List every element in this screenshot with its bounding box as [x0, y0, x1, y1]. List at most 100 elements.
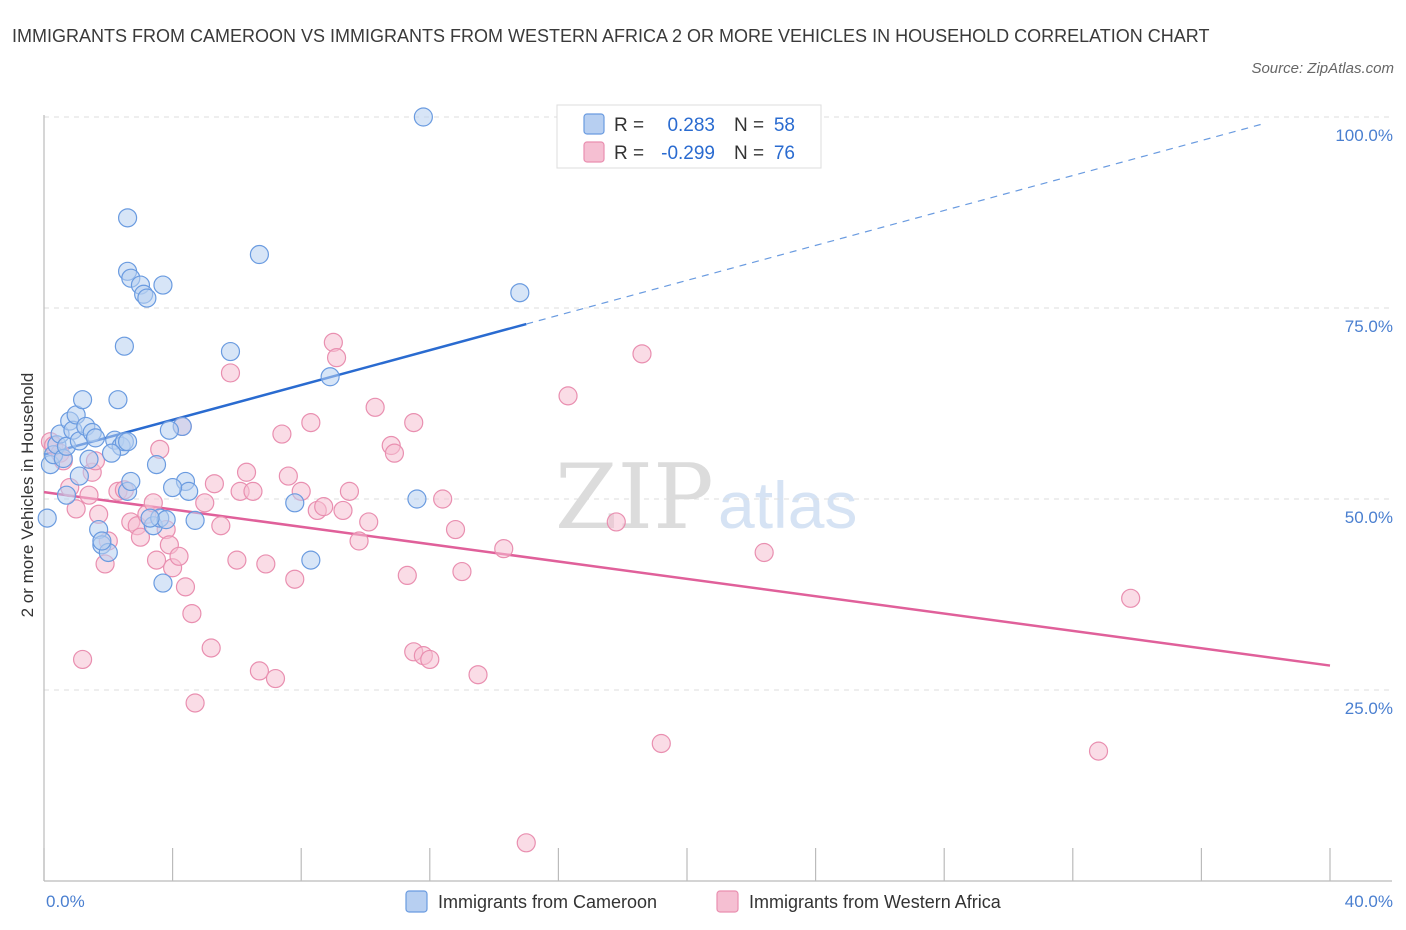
point-western-africa — [397, 565, 417, 586]
point-cameroon — [163, 477, 183, 498]
stats-r-label-2: R = — [614, 143, 644, 164]
stats-n-value-1: 58 — [774, 115, 795, 136]
point-cameroon — [413, 107, 433, 127]
point-cameroon — [101, 443, 122, 463]
point-western-africa — [301, 413, 321, 433]
stats-r-value-1: 0.283 — [667, 115, 715, 136]
point-western-africa — [433, 489, 453, 509]
point-western-africa — [146, 550, 167, 570]
point-western-africa — [339, 481, 360, 501]
point-cameroon — [159, 420, 179, 440]
chart-title: IMMIGRANTS FROM CAMEROON VS IMMIGRANTS F… — [12, 26, 1210, 46]
y-tick-label: 25.0% — [1345, 699, 1393, 718]
point-western-africa — [359, 512, 379, 532]
point-cameroon — [285, 493, 305, 513]
point-western-africa — [651, 733, 671, 754]
point-cameroon — [320, 367, 340, 387]
point-western-africa — [265, 668, 286, 689]
point-cameroon — [220, 341, 241, 362]
axes — [43, 115, 1392, 882]
x-tick-label-min: 0.0% — [46, 892, 85, 911]
grid-lines — [44, 116, 1392, 691]
point-cameroon — [185, 510, 205, 530]
point-western-africa — [404, 413, 424, 433]
point-cameroon — [85, 428, 106, 448]
legend-label-cameroon: Immigrants from Cameroon — [438, 892, 657, 912]
point-western-africa — [195, 493, 215, 513]
point-cameroon — [153, 275, 173, 295]
point-cameroon — [117, 208, 138, 228]
point-western-africa — [452, 561, 472, 582]
point-western-africa — [349, 531, 369, 551]
point-cameroon — [92, 531, 112, 551]
point-western-africa — [326, 348, 347, 368]
point-cameroon — [153, 573, 173, 593]
point-cameroon — [79, 449, 99, 469]
stats-r-label-1: R = — [614, 115, 644, 136]
point-western-africa — [220, 363, 241, 383]
point-western-africa — [516, 833, 536, 853]
point-cameroon — [146, 455, 167, 475]
point-western-africa — [1121, 588, 1141, 608]
point-western-africa — [185, 693, 205, 713]
point-western-africa — [494, 539, 514, 559]
point-cameroon — [249, 244, 270, 265]
legend-label-western-africa: Immigrants from Western Africa — [749, 892, 1002, 912]
point-western-africa — [632, 344, 652, 364]
point-western-africa — [278, 466, 298, 486]
trend-line-cameroon-extension — [526, 122, 1266, 325]
point-western-africa — [314, 497, 334, 517]
point-cameroon — [301, 550, 321, 570]
trend-lines — [43, 122, 1331, 667]
point-cameroon — [407, 489, 427, 509]
point-western-africa — [468, 665, 488, 685]
point-cameroon — [156, 510, 176, 530]
stats-n-value-2: 76 — [774, 143, 795, 164]
point-cameroon — [114, 336, 134, 356]
point-western-africa — [79, 485, 99, 505]
stats-swatch-pink — [583, 141, 605, 163]
trend-line-western-africa — [43, 490, 1331, 667]
point-western-africa — [66, 499, 86, 519]
point-cameroon — [137, 288, 157, 308]
point-cameroon — [108, 390, 128, 410]
point-cameroon — [179, 481, 199, 501]
y-tick-labels: 100.0% 75.0% 50.0% 25.0% — [1335, 126, 1393, 718]
point-western-africa — [249, 661, 270, 681]
point-western-africa — [445, 519, 466, 540]
point-western-africa — [256, 554, 276, 574]
legend-swatch-cameroon — [405, 890, 428, 913]
stats-swatch-blue — [583, 113, 605, 135]
y-tick-label: 50.0% — [1345, 508, 1393, 527]
data-points — [37, 107, 1141, 853]
point-cameroon — [140, 508, 160, 528]
point-cameroon — [69, 466, 89, 486]
point-western-africa — [204, 474, 224, 494]
x-tick-label-max: 40.0% — [1345, 892, 1393, 911]
point-western-africa — [558, 386, 578, 406]
point-western-africa — [72, 649, 93, 670]
stats-box: R = 0.283 N = 58 R = -0.299 N = 76 — [556, 104, 822, 169]
point-western-africa — [130, 527, 151, 547]
y-tick-label: 75.0% — [1345, 317, 1393, 336]
point-cameroon — [37, 508, 57, 528]
point-western-africa — [285, 569, 305, 589]
point-cameroon — [121, 471, 141, 492]
chart-source: Source: ZipAtlas.com — [1251, 60, 1394, 77]
point-western-africa — [236, 462, 257, 482]
point-western-africa — [169, 546, 189, 566]
point-cameroon — [56, 485, 77, 505]
legend-swatch-western-africa — [716, 890, 739, 913]
point-western-africa — [175, 577, 196, 597]
stats-n-label-1: N = — [734, 115, 764, 136]
point-western-africa — [211, 516, 231, 536]
y-axis-label: 2 or more Vehicles in Household — [18, 373, 37, 618]
point-cameroon — [72, 390, 93, 410]
point-western-africa — [182, 603, 202, 624]
point-western-africa — [333, 500, 353, 521]
point-western-africa — [606, 512, 626, 532]
legend: Immigrants from Cameroon Immigrants from… — [405, 890, 1002, 913]
stats-r-value-2: -0.299 — [661, 143, 715, 164]
point-western-africa — [1088, 741, 1109, 761]
